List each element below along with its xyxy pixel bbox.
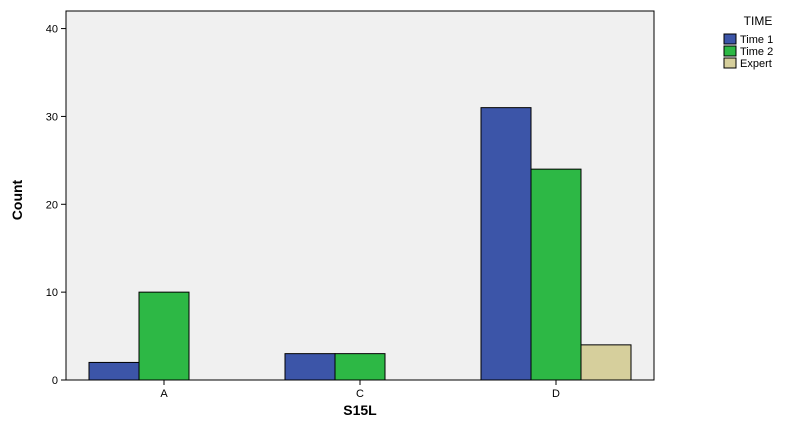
y-tick-label: 30: [46, 111, 58, 123]
y-tick-label: 10: [46, 287, 58, 299]
y-tick-label: 20: [46, 199, 58, 211]
y-axis-title: Count: [9, 179, 25, 220]
x-tick-label: D: [552, 388, 560, 400]
bar-time-1-a: [88, 361, 140, 381]
legend-swatch: [723, 45, 737, 57]
legend-label: Expert: [740, 58, 772, 70]
y-tick-label: 0: [52, 375, 58, 387]
y-tick-label: 40: [46, 24, 58, 36]
bar-time-2-c: [334, 353, 386, 381]
legend-swatch: [723, 33, 737, 45]
legend-swatch: [723, 57, 737, 69]
bar-time-2-d: [530, 168, 582, 381]
bar-time-1-c: [284, 353, 336, 381]
bar-expert-d: [580, 344, 632, 381]
bar-time-2-a: [138, 291, 190, 381]
x-tick-label: C: [356, 388, 364, 400]
legend-label: Time 1: [740, 34, 773, 46]
bar-time-1-d: [480, 107, 532, 381]
legend-label: Time 2: [740, 46, 773, 58]
y-axis: 0 10 20 30 40: [46, 24, 66, 387]
x-tick-label: A: [160, 388, 168, 400]
bars: [88, 107, 632, 381]
legend-title: TIME: [744, 14, 773, 28]
x-axis-title: S15L: [343, 402, 377, 418]
